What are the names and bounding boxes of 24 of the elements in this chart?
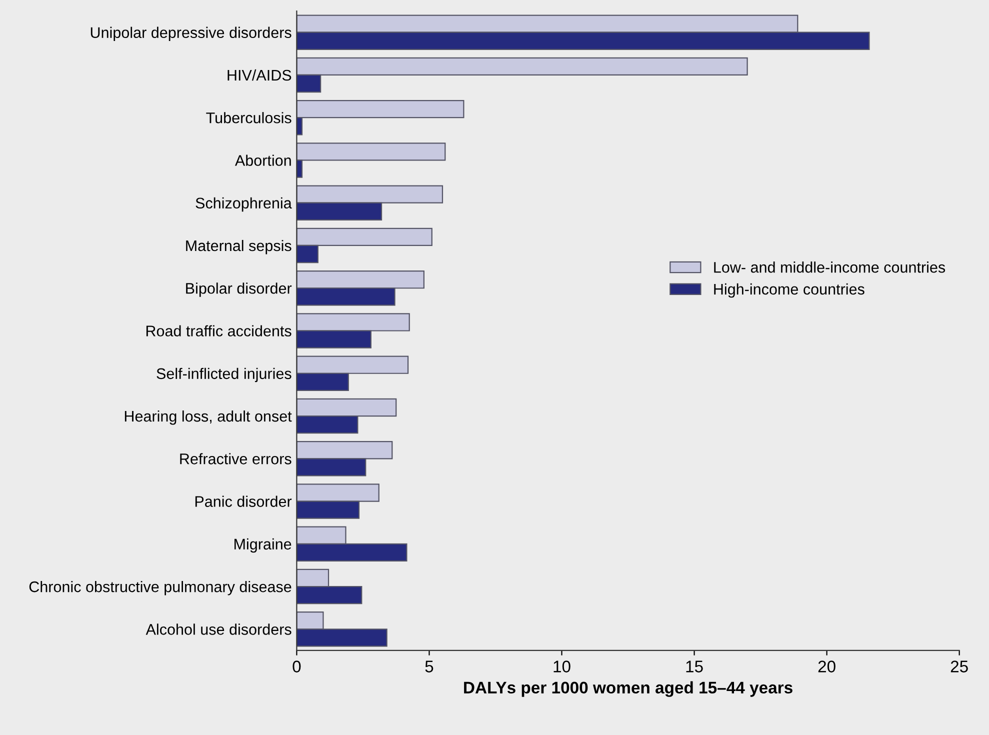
y-tick-label: Road traffic accidents xyxy=(146,325,292,336)
y-tick-label: Maternal sepsis xyxy=(186,240,292,254)
y-tick-label: Alcohol use disorders xyxy=(146,624,292,635)
x-tick-label: 15 xyxy=(686,660,703,672)
y-tick-label: Chronic obstructive pulmonary disease xyxy=(29,580,292,596)
x-tick-label: 5 xyxy=(425,660,434,672)
y-tick-label: Tuberculosis xyxy=(206,112,292,124)
y-tick-label: Abortion xyxy=(234,154,291,166)
y-tick-label: Panic disorder xyxy=(195,496,292,507)
y-tick-label: Migraine xyxy=(234,538,292,553)
y-tick-label: Bipolar disorder xyxy=(186,282,292,297)
legend-label: High-income countries xyxy=(714,283,864,298)
y-tick-label: Hearing loss, adult onset xyxy=(124,410,292,425)
y-tick-label: Self-inflicted injuries xyxy=(156,368,292,382)
x-tick-label: 10 xyxy=(554,660,570,672)
x-tick-label: 20 xyxy=(818,660,836,672)
y-tick-label: HIV/AIDS xyxy=(228,69,292,81)
y-tick-label: Unipolar depressive disorders xyxy=(90,26,292,42)
x-axis-title: DALYs per 1000 women aged 15–44 years xyxy=(464,681,792,697)
y-tick-label: Schizophrenia xyxy=(196,197,292,212)
x-tick-label: 0 xyxy=(292,660,301,672)
x-tick-label: 25 xyxy=(950,660,968,672)
legend-label: Low- and middle-income countries xyxy=(714,262,946,273)
y-tick-label: Refractive errors xyxy=(180,453,292,464)
